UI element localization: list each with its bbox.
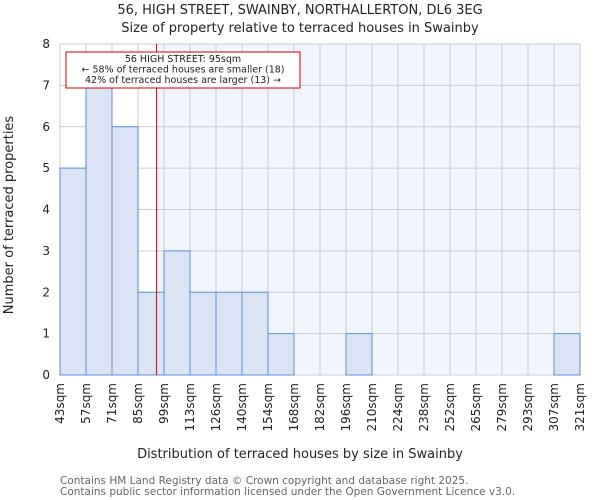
histogram-bar <box>85 84 113 376</box>
y-tick-label: 1 <box>42 327 50 341</box>
x-tick-label: 196sqm <box>339 383 353 431</box>
annotation-line: 56 HIGH STREET: 95sqm <box>125 54 241 65</box>
chart-title: 56, HIGH STREET, SWAINBY, NORTHALLERTON,… <box>117 3 482 18</box>
x-tick-label: 43sqm <box>53 383 67 424</box>
annotation-box <box>65 51 301 89</box>
x-tick-label: 238sqm <box>417 383 431 431</box>
y-tick-label: 2 <box>42 285 50 299</box>
x-tick-label: 307sqm <box>547 383 561 431</box>
x-tick-label: 57sqm <box>79 383 93 424</box>
histogram-bar <box>137 291 165 376</box>
y-tick-label: 6 <box>42 120 50 134</box>
annotation-line: ← 58% of terraced houses are smaller (18… <box>81 65 284 76</box>
histogram-bar <box>163 250 191 376</box>
x-tick-label: 182sqm <box>313 383 327 431</box>
y-axis-label: Number of terraced properties <box>2 116 17 315</box>
x-tick-label: 210sqm <box>365 383 379 431</box>
y-tick-label: 3 <box>42 244 50 258</box>
histogram-bar <box>111 126 139 376</box>
histogram-bar <box>215 291 243 376</box>
x-tick-label: 252sqm <box>443 383 457 431</box>
histogram-bar <box>345 333 373 376</box>
chart-subtitle: Size of property relative to terraced ho… <box>121 21 479 36</box>
histogram-bar <box>59 167 87 376</box>
histogram-bar <box>267 333 295 376</box>
y-tick-label: 8 <box>42 37 50 51</box>
x-tick-label: 321sqm <box>573 383 587 431</box>
x-tick-label: 113sqm <box>183 383 197 431</box>
x-tick-label: 140sqm <box>235 383 249 431</box>
x-tick-label: 265sqm <box>469 383 483 431</box>
y-tick-label: 5 <box>42 161 50 175</box>
x-tick-label: 99sqm <box>157 383 171 424</box>
x-tick-label: 293sqm <box>521 383 535 431</box>
y-tick-label: 7 <box>42 78 50 92</box>
annotation-line: 42% of terraced houses are larger (13) → <box>85 75 281 86</box>
footer-line-1: Contains HM Land Registry data © Crown c… <box>60 475 468 487</box>
y-tick-label: 4 <box>42 203 50 217</box>
x-tick-label: 168sqm <box>287 383 301 431</box>
footer-line-2: Contains public sector information licen… <box>60 486 515 498</box>
x-tick-label: 279sqm <box>495 383 509 431</box>
histogram-bar <box>553 333 581 376</box>
x-tick-label: 85sqm <box>131 383 145 424</box>
x-axis-label: Distribution of terraced houses by size … <box>137 447 463 462</box>
x-tick-label: 126sqm <box>209 383 223 431</box>
x-tick-label: 154sqm <box>261 383 275 431</box>
y-tick-label: 0 <box>42 368 50 382</box>
histogram-bar <box>241 291 269 376</box>
x-tick-label: 71sqm <box>105 383 119 424</box>
x-tick-label: 224sqm <box>391 383 405 431</box>
histogram-bar <box>189 291 217 376</box>
